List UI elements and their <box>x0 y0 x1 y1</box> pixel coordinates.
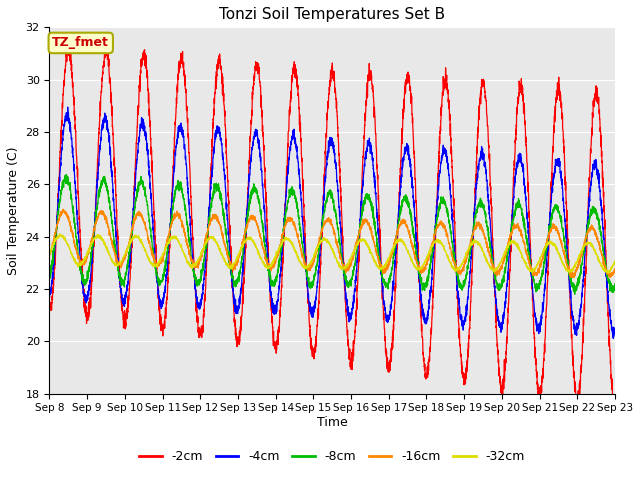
-4cm <box>45 295 53 300</box>
-8cm <box>204 228 211 234</box>
-2cm <box>204 241 211 247</box>
-4cm <box>557 178 565 184</box>
Title: Tonzi Soil Temperatures Set B: Tonzi Soil Temperatures Set B <box>219 7 445 22</box>
-8cm <box>611 283 619 289</box>
-8cm <box>397 207 405 213</box>
-16cm <box>611 267 619 273</box>
-32cm <box>605 270 612 276</box>
-2cm <box>397 144 405 150</box>
-2cm <box>611 405 619 410</box>
X-axis label: Time: Time <box>317 416 348 429</box>
-16cm <box>611 266 619 272</box>
-32cm <box>611 260 619 265</box>
-16cm <box>397 221 405 227</box>
Line: -8cm: -8cm <box>49 175 615 294</box>
-4cm <box>611 333 619 339</box>
-32cm <box>167 237 175 242</box>
-4cm <box>611 325 619 331</box>
-16cm <box>557 238 565 243</box>
Legend: -2cm, -4cm, -8cm, -16cm, -32cm: -2cm, -4cm, -8cm, -16cm, -32cm <box>134 445 530 468</box>
-8cm <box>167 222 175 228</box>
-32cm <box>56 231 64 237</box>
-8cm <box>611 280 619 286</box>
-4cm <box>167 217 175 223</box>
Line: -32cm: -32cm <box>49 234 615 273</box>
-16cm <box>167 224 175 230</box>
Text: TZ_fmet: TZ_fmet <box>52 36 109 49</box>
-2cm <box>63 39 71 45</box>
Line: -4cm: -4cm <box>49 107 615 338</box>
-32cm <box>204 238 211 243</box>
-2cm <box>557 99 565 105</box>
-4cm <box>204 231 211 237</box>
-2cm <box>388 349 396 355</box>
-2cm <box>610 408 618 413</box>
-32cm <box>388 247 396 252</box>
-8cm <box>557 220 565 226</box>
-16cm <box>388 253 396 259</box>
-32cm <box>557 258 565 264</box>
-8cm <box>63 172 70 178</box>
-2cm <box>611 402 619 408</box>
-8cm <box>571 291 579 297</box>
-32cm <box>611 258 619 264</box>
-16cm <box>570 275 578 280</box>
-8cm <box>388 265 396 271</box>
-4cm <box>397 172 405 178</box>
Line: -16cm: -16cm <box>49 209 615 277</box>
-16cm <box>60 206 67 212</box>
Y-axis label: Soil Temperature (C): Soil Temperature (C) <box>7 146 20 275</box>
-2cm <box>45 305 53 311</box>
-32cm <box>45 251 53 256</box>
-4cm <box>64 104 72 110</box>
-4cm <box>609 336 617 341</box>
-16cm <box>45 253 53 259</box>
-8cm <box>45 274 53 279</box>
-2cm <box>167 216 175 222</box>
-16cm <box>204 230 211 236</box>
-32cm <box>397 238 405 243</box>
Line: -2cm: -2cm <box>49 42 615 410</box>
-4cm <box>388 300 396 306</box>
